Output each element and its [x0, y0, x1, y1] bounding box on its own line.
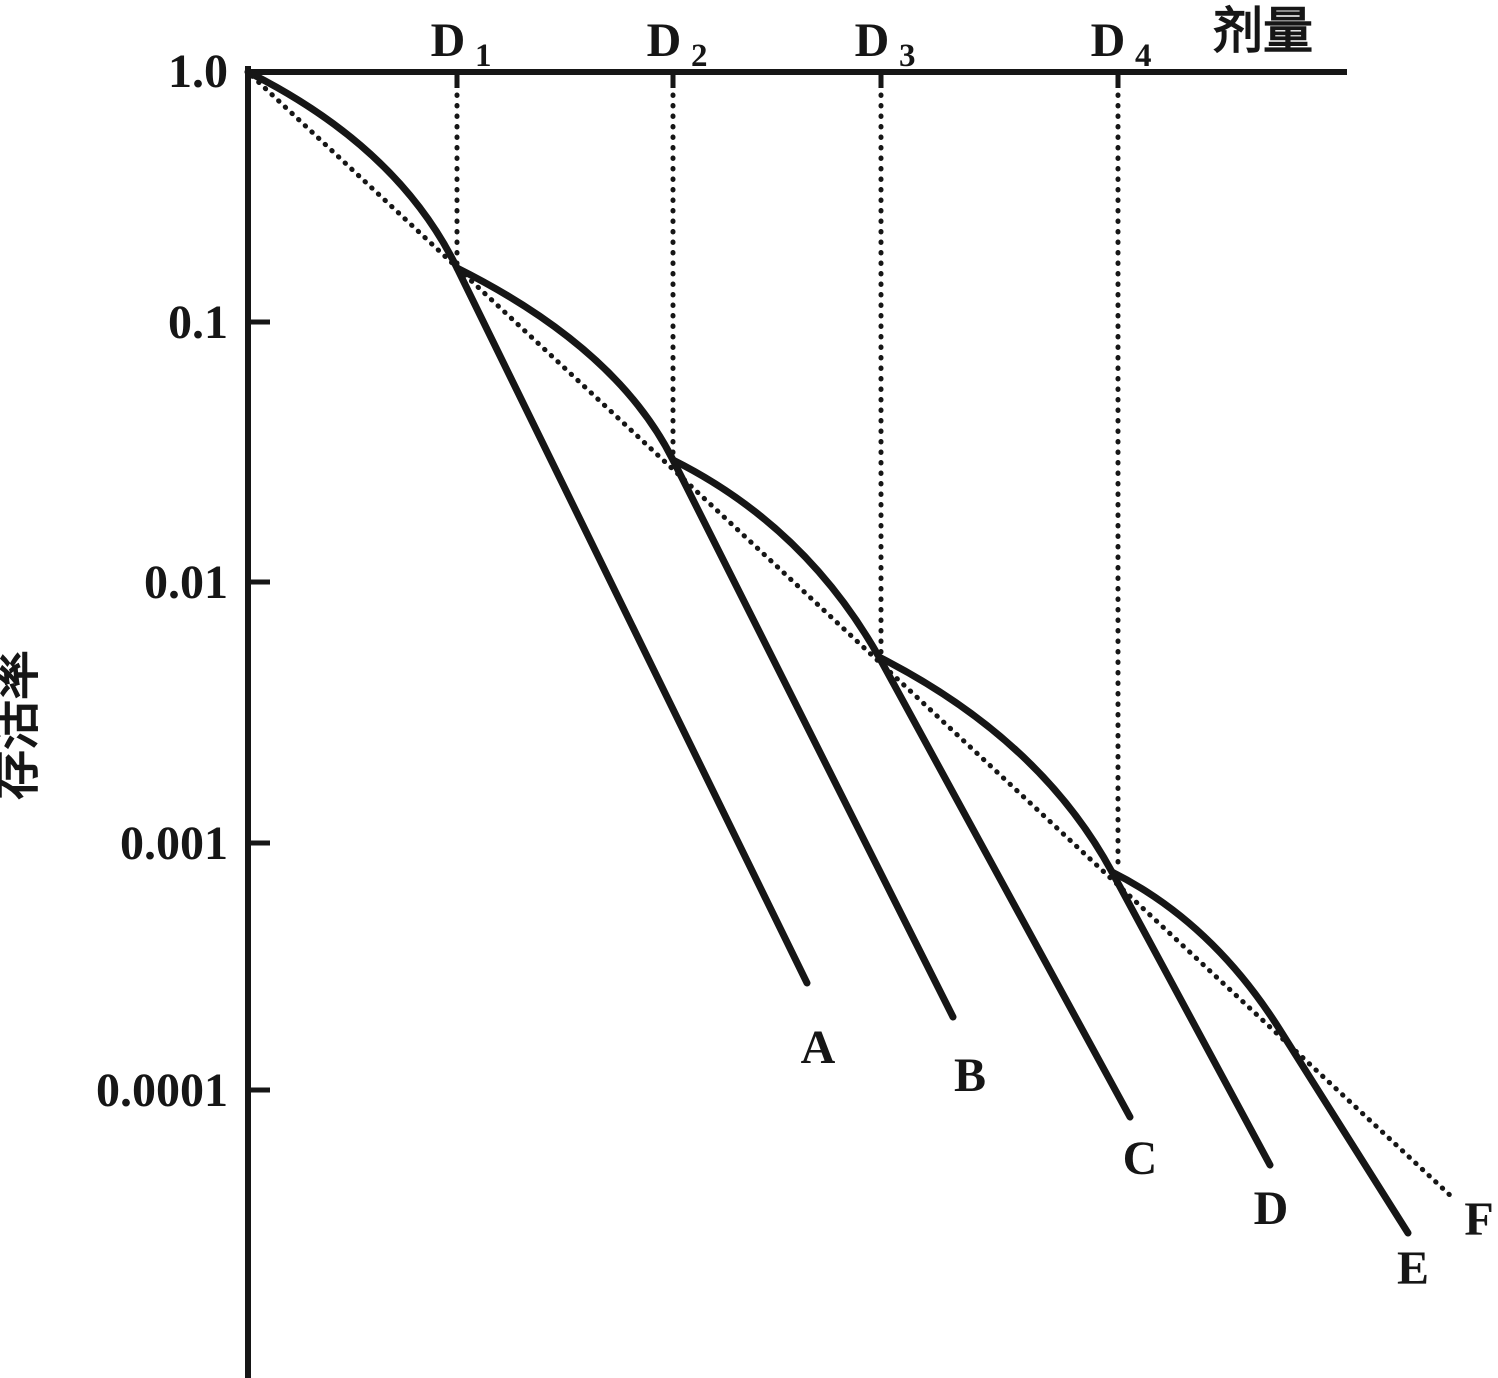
- x-tick-label-d2-sub: 2: [691, 38, 708, 74]
- curve-f-dotted: [249, 73, 1456, 1201]
- y-tick-label-0.01: 0.01: [144, 556, 228, 609]
- curve-c: [669, 456, 1134, 1121]
- curve-label-d: D: [1254, 1182, 1289, 1235]
- y-tick-label-1.0: 1.0: [168, 45, 228, 98]
- x-tick-label-d4-sub: 4: [1135, 38, 1152, 74]
- curve-d: [875, 653, 1274, 1169]
- x-tick-label-d1-sub: 1: [475, 38, 492, 74]
- y-axis-title: 存活率: [0, 650, 44, 800]
- x-tick-label-d2-base: D: [647, 14, 682, 67]
- curve-label-b: B: [954, 1049, 986, 1102]
- y-tick-label-0.0001: 0.0001: [96, 1064, 228, 1117]
- x-axis-title: 剂量: [1213, 3, 1313, 59]
- curve-a: [244, 68, 811, 987]
- x-tick-label-d3-base: D: [855, 14, 890, 67]
- curve-label-f: F: [1464, 1193, 1493, 1246]
- x-tick-label-d4-base: D: [1091, 14, 1126, 67]
- curve-label-a: A: [801, 1021, 836, 1074]
- x-tick-label-d3-sub: 3: [899, 38, 916, 74]
- curve-e: [1108, 868, 1412, 1237]
- curve-label-c: C: [1123, 1132, 1158, 1185]
- curve-b: [453, 264, 957, 1021]
- curve-label-e: E: [1397, 1242, 1429, 1295]
- y-tick-label-0.001: 0.001: [120, 817, 228, 870]
- x-tick-label-d1-base: D: [431, 14, 466, 67]
- y-tick-label-0.1: 0.1: [168, 296, 228, 349]
